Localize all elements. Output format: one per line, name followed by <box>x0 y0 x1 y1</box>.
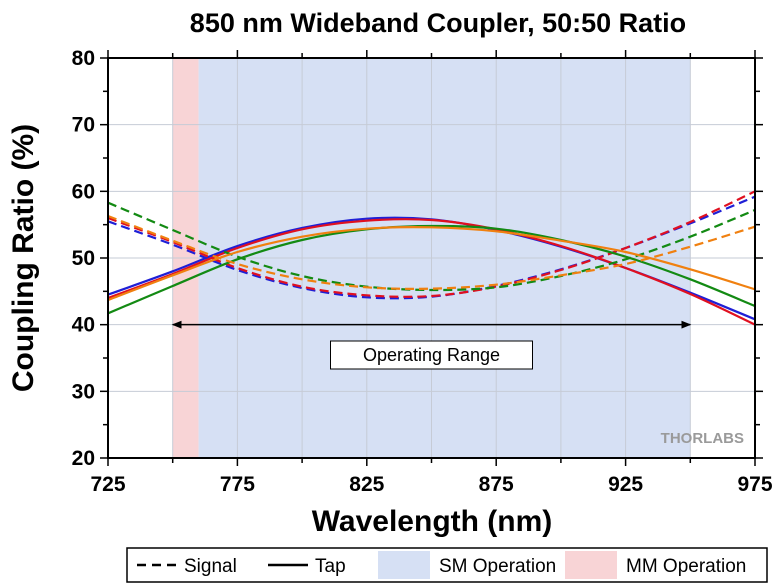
y-tick-label: 30 <box>72 380 95 403</box>
legend-label-signal: Signal <box>184 556 237 577</box>
chart-title: 850 nm Wideband Coupler, 50:50 Ratio <box>190 8 686 38</box>
y-tick-label: 50 <box>72 247 95 270</box>
axis-ticks <box>100 50 763 466</box>
x-tick-label: 725 <box>90 473 125 496</box>
thorlabs-logo: THORLABS <box>661 430 744 447</box>
series-line-signal-5 <box>108 201 755 292</box>
data-series <box>108 190 755 326</box>
x-tick-labels: 725 775 825 875 925 975 <box>90 473 772 496</box>
series-line-tap-2 <box>108 218 755 326</box>
legend-label-sm-operation: SM Operation <box>439 556 556 577</box>
y-tick-labels: 20 30 40 50 60 70 80 <box>72 47 95 470</box>
legend-swatch-sm-operation <box>378 551 430 579</box>
legend: Signal Tap SM Operation MM Operation <box>126 547 768 583</box>
y-tick-label: 70 <box>72 114 95 137</box>
x-axis-label: Wavelength (nm) <box>312 505 553 538</box>
y-tick-label: 40 <box>72 314 95 337</box>
x-tick-label: 825 <box>349 473 384 496</box>
legend-swatch-mm-operation <box>565 551 617 579</box>
operating-range-label-box <box>330 340 533 370</box>
y-tick-label: 80 <box>72 47 95 70</box>
x-tick-label: 775 <box>220 473 255 496</box>
legend-label-tap: Tap <box>315 556 346 577</box>
series-line-signal-3 <box>108 190 755 298</box>
operating-range-annotation: Operating Range <box>171 320 692 370</box>
series-line-signal-7 <box>108 214 755 290</box>
legend-box <box>126 547 768 583</box>
legend-label-mm-operation: MM Operation <box>626 556 746 577</box>
series-line-tap-4 <box>108 224 755 315</box>
series-line-signal-1 <box>108 195 755 300</box>
y-tick-label: 60 <box>72 180 95 203</box>
y-axis-label: Coupling Ratio (%) <box>7 124 40 392</box>
y-tick-label: 20 <box>72 447 95 470</box>
operating-range-label: Operating Range <box>363 345 500 365</box>
x-tick-label: 975 <box>737 473 772 496</box>
x-tick-label: 875 <box>479 473 514 496</box>
x-tick-label: 925 <box>608 473 643 496</box>
